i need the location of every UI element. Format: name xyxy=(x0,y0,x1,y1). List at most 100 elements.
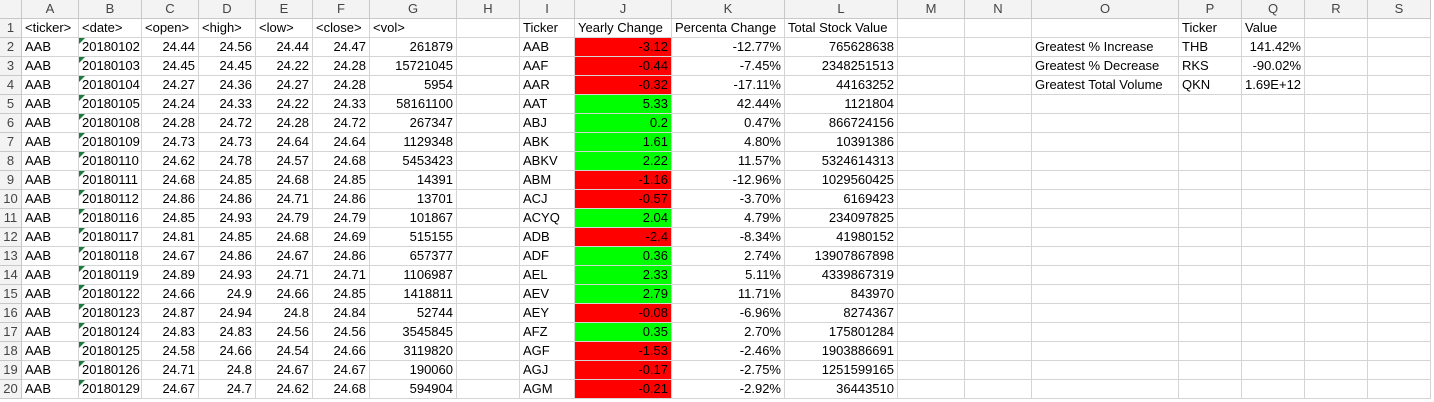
cell[interactable] xyxy=(965,38,1032,57)
ticker-cell[interactable]: AAB xyxy=(22,133,79,152)
data-cell[interactable]: 24.33 xyxy=(313,95,370,114)
data-cell[interactable]: 24.84 xyxy=(313,304,370,323)
data-cell[interactable]: 58161100 xyxy=(370,95,457,114)
cell[interactable] xyxy=(1179,95,1242,114)
data-cell[interactable]: 20180124 xyxy=(79,323,142,342)
data-cell[interactable]: 24.28 xyxy=(256,114,313,133)
cell[interactable] xyxy=(965,342,1032,361)
data-cell[interactable]: 20180129 xyxy=(79,380,142,399)
cell[interactable] xyxy=(1305,228,1368,247)
data-cell[interactable]: 24.78 xyxy=(199,152,256,171)
source-header-cell[interactable]: <ticker> xyxy=(22,19,79,38)
data-cell[interactable]: 24.22 xyxy=(256,57,313,76)
source-header-cell[interactable]: <close> xyxy=(313,19,370,38)
cell[interactable] xyxy=(1368,247,1431,266)
cell[interactable] xyxy=(965,228,1032,247)
cell[interactable] xyxy=(457,209,520,228)
data-cell[interactable]: 24.8 xyxy=(199,361,256,380)
summary-ticker-cell[interactable]: ADB xyxy=(520,228,575,247)
cell[interactable] xyxy=(1242,228,1305,247)
greatest-label-cell[interactable]: Greatest % Increase xyxy=(1032,38,1179,57)
data-cell[interactable]: 20180117 xyxy=(79,228,142,247)
cell[interactable] xyxy=(965,76,1032,95)
column-header-H[interactable]: H xyxy=(457,0,520,19)
cell[interactable] xyxy=(457,152,520,171)
cell[interactable] xyxy=(457,95,520,114)
row-header-5[interactable]: 5 xyxy=(0,95,22,114)
cell[interactable] xyxy=(1242,171,1305,190)
cell[interactable] xyxy=(1368,171,1431,190)
cell[interactable] xyxy=(965,57,1032,76)
ticker-cell[interactable]: AAB xyxy=(22,247,79,266)
source-header-cell[interactable]: <low> xyxy=(256,19,313,38)
cell[interactable] xyxy=(1242,114,1305,133)
greatest-label-cell[interactable]: Greatest Total Volume xyxy=(1032,76,1179,95)
yearly-change-cell[interactable]: -1.16 xyxy=(575,171,672,190)
ticker-cell[interactable]: AAB xyxy=(22,304,79,323)
cell[interactable] xyxy=(457,285,520,304)
yearly-change-cell[interactable]: 0.2 xyxy=(575,114,672,133)
cell[interactable] xyxy=(1242,152,1305,171)
data-cell[interactable]: 24.73 xyxy=(142,133,199,152)
cell[interactable] xyxy=(1032,228,1179,247)
cell[interactable] xyxy=(965,323,1032,342)
ticker-cell[interactable]: AAB xyxy=(22,76,79,95)
total-volume-cell[interactable]: 843970 xyxy=(785,285,898,304)
cell[interactable] xyxy=(1368,152,1431,171)
data-cell[interactable]: 24.57 xyxy=(256,152,313,171)
cell[interactable] xyxy=(1305,209,1368,228)
cell[interactable] xyxy=(1032,304,1179,323)
data-cell[interactable]: 261879 xyxy=(370,38,457,57)
cell[interactable] xyxy=(1242,266,1305,285)
cell[interactable] xyxy=(1368,19,1431,38)
cell[interactable] xyxy=(457,19,520,38)
data-cell[interactable]: 24.7 xyxy=(199,380,256,399)
total-volume-cell[interactable]: 6169423 xyxy=(785,190,898,209)
yearly-change-cell[interactable]: 2.79 xyxy=(575,285,672,304)
cell[interactable] xyxy=(457,190,520,209)
cell[interactable] xyxy=(898,133,965,152)
data-cell[interactable]: 20180105 xyxy=(79,95,142,114)
greatest-ticker-cell[interactable]: QKN xyxy=(1179,76,1242,95)
data-cell[interactable]: 24.93 xyxy=(199,209,256,228)
column-header-Q[interactable]: Q xyxy=(1242,0,1305,19)
data-cell[interactable]: 24.93 xyxy=(199,266,256,285)
cell[interactable] xyxy=(1242,247,1305,266)
cell[interactable] xyxy=(457,247,520,266)
cell[interactable] xyxy=(1032,266,1179,285)
cell[interactable] xyxy=(1032,247,1179,266)
data-cell[interactable]: 24.85 xyxy=(199,171,256,190)
row-header-7[interactable]: 7 xyxy=(0,133,22,152)
cell[interactable] xyxy=(1368,285,1431,304)
cell[interactable] xyxy=(965,361,1032,380)
yearly-change-cell[interactable]: -0.57 xyxy=(575,190,672,209)
cell[interactable] xyxy=(898,190,965,209)
column-header-F[interactable]: F xyxy=(313,0,370,19)
data-cell[interactable]: 1418811 xyxy=(370,285,457,304)
cell[interactable] xyxy=(898,38,965,57)
summary-ticker-cell[interactable]: AEY xyxy=(520,304,575,323)
data-cell[interactable]: 24.81 xyxy=(142,228,199,247)
column-header-S[interactable]: S xyxy=(1368,0,1431,19)
cell[interactable] xyxy=(1305,19,1368,38)
cell[interactable] xyxy=(1032,342,1179,361)
cell[interactable] xyxy=(1368,57,1431,76)
percent-change-cell[interactable]: -8.34% xyxy=(672,228,785,247)
total-volume-cell[interactable]: 765628638 xyxy=(785,38,898,57)
ticker-cell[interactable]: AAB xyxy=(22,114,79,133)
data-cell[interactable]: 20180104 xyxy=(79,76,142,95)
percent-change-cell[interactable]: -2.75% xyxy=(672,361,785,380)
total-volume-cell[interactable]: 1121804 xyxy=(785,95,898,114)
cell[interactable] xyxy=(898,95,965,114)
data-cell[interactable]: 14391 xyxy=(370,171,457,190)
data-cell[interactable]: 24.89 xyxy=(142,266,199,285)
data-cell[interactable]: 24.85 xyxy=(313,285,370,304)
row-header-12[interactable]: 12 xyxy=(0,228,22,247)
cell[interactable] xyxy=(1305,133,1368,152)
greatest-ticker-cell[interactable]: RKS xyxy=(1179,57,1242,76)
summary-ticker-cell[interactable]: ABM xyxy=(520,171,575,190)
total-volume-cell[interactable]: 1251599165 xyxy=(785,361,898,380)
data-cell[interactable]: 20180126 xyxy=(79,361,142,380)
cell[interactable] xyxy=(1032,152,1179,171)
column-header-M[interactable]: M xyxy=(898,0,965,19)
